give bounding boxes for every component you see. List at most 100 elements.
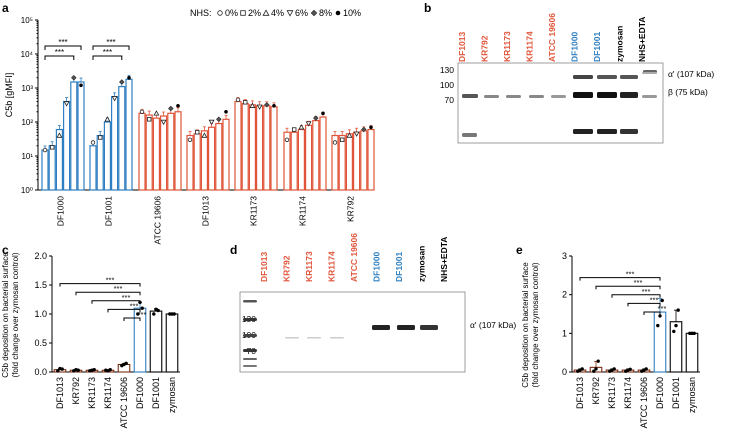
panel-e-ytick-label: 0 — [562, 367, 567, 377]
blot-d-band — [372, 325, 390, 330]
panel-a-point — [242, 100, 248, 105]
panel-c-sig-label: *** — [122, 293, 131, 302]
panel-a-bar — [215, 122, 223, 191]
panel-a-xtick-label: KR792 — [346, 196, 356, 222]
blot-d-band — [243, 365, 257, 367]
blot-b-band — [597, 75, 617, 79]
blot-d-band — [243, 334, 257, 337]
panel-a-point — [224, 109, 228, 114]
panel-e-sig-bracket — [595, 285, 661, 290]
panel-a-bar — [208, 126, 216, 191]
legend-label: 0% — [225, 8, 238, 18]
panel-c-sig-label: *** — [106, 276, 115, 285]
blot-d-band — [243, 300, 257, 303]
panel-a-point — [194, 130, 200, 135]
legend-label: 6% — [295, 8, 308, 18]
blot-d-lane-label: zymosan — [417, 246, 427, 282]
panel-c-point — [76, 368, 80, 372]
panel-c-sig-bracket — [107, 308, 141, 313]
panel-e-point — [594, 367, 598, 371]
panel-a-ytick-label: 10⁵ — [21, 16, 33, 25]
blot-d-band — [397, 325, 415, 330]
panel-a-bar — [319, 116, 327, 191]
panel-a-bar — [345, 133, 353, 191]
panel-e-point — [644, 367, 648, 371]
panel-a-xtick-label: DF1000 — [56, 196, 66, 227]
panel-e-xtick-label: DF1000 — [655, 377, 665, 409]
panel-c-ytick-label: 0.0 — [34, 367, 47, 377]
panel-a-point — [346, 132, 353, 138]
panel-c-bar — [149, 310, 163, 373]
panel-c-xtick-label: KR1173 — [87, 377, 97, 409]
panel-c-sig-label: *** — [130, 301, 139, 310]
blot-d-band — [243, 318, 257, 321]
panel-a-bar — [263, 105, 271, 191]
panel-a-point — [313, 115, 319, 121]
panel-c-point — [172, 312, 176, 316]
panel-a-bar — [77, 81, 85, 191]
panel-c-bar — [165, 313, 179, 373]
panel-a-xtick-label: DF1001 — [104, 196, 114, 227]
panel-a-bar — [96, 134, 104, 191]
panel-a-bar — [70, 81, 78, 191]
panel-c-ytick-label: 0.5 — [34, 338, 47, 348]
panel-a-point — [353, 131, 360, 137]
panel-label-d: d — [230, 243, 237, 257]
panel-a-point — [361, 126, 367, 133]
blot-b-lane-label: DF1001 — [592, 31, 602, 62]
panel-e-point — [674, 323, 678, 328]
blot-b-band — [462, 133, 477, 137]
panel-a-bar — [110, 96, 119, 191]
panel-a-sig-bracket — [44, 55, 75, 60]
panel-a-point — [264, 102, 270, 108]
panel-e-ytick-label: 2 — [562, 290, 567, 300]
panel-c-xtick-label: DF1000 — [135, 377, 145, 409]
panel-c-xtick-label: KR792 — [71, 377, 81, 405]
panel-a-bar — [118, 85, 126, 191]
blot-b-lane-label: KR1174 — [525, 31, 535, 62]
legend-open-square-icon — [240, 10, 246, 16]
panel-a-point — [139, 109, 145, 114]
panel-a-bar — [222, 118, 230, 191]
panel-a-bar — [186, 134, 194, 191]
panel-a-point — [284, 137, 290, 142]
panel-c-point — [108, 367, 112, 372]
panel-e-point — [580, 367, 584, 371]
panel-e-xtick-label: DF1013 — [575, 377, 585, 409]
panel-c-xtick-label: DF1001 — [151, 377, 161, 409]
panel-c-xtick-label: zymosan — [167, 377, 177, 413]
blot-b: DF1013 KR792 KR1173 KR1174 ATCC 19606 DF1000 D… — [440, 13, 714, 144]
blot-b-marker-label: 100 — [440, 80, 454, 90]
panel-a-xtick-label: KR1174 — [298, 196, 308, 226]
panel-a-point — [272, 103, 276, 108]
panel-c-xtick-label: KR1174 — [103, 377, 113, 409]
blot-b-band — [620, 129, 638, 134]
panel-a-bar — [125, 78, 133, 191]
panel-a-ylabel: C5b [gMFI] — [4, 73, 14, 118]
panel-c-point — [92, 367, 96, 372]
panel-a-point — [187, 137, 193, 142]
panel-a-point — [176, 103, 180, 108]
panel-e-point — [672, 329, 676, 334]
panel-c-ylabel-line2: (fold change over zymosan control) — [11, 252, 20, 377]
panel-e-point — [596, 359, 600, 363]
panel-a-bar — [360, 130, 368, 191]
panel-e-bar — [669, 321, 683, 373]
panel-a-bar — [248, 104, 256, 191]
panel-c-ylabel-line1: C5b deposition on bacterial surface — [1, 252, 10, 378]
panel-c-point — [60, 367, 64, 371]
legend-open-triangle-up-icon — [262, 9, 270, 16]
panel-a-point — [111, 96, 118, 102]
blot-b-lane-label: KR1173 — [502, 31, 512, 62]
panel-a-bar — [145, 114, 153, 191]
panel-a-point — [63, 101, 70, 107]
panel-a-bar — [103, 121, 112, 191]
legend-diamond-icon — [310, 9, 318, 17]
panel-a-bar — [241, 102, 249, 191]
blot-b-band — [573, 75, 593, 79]
legend-label: 2% — [248, 8, 261, 18]
legend-open-triangle-down-icon — [286, 10, 294, 17]
blot-d-lane-label: DF1001 — [394, 251, 404, 282]
blot-b-band — [642, 95, 657, 98]
legend-label: 8% — [319, 8, 332, 18]
